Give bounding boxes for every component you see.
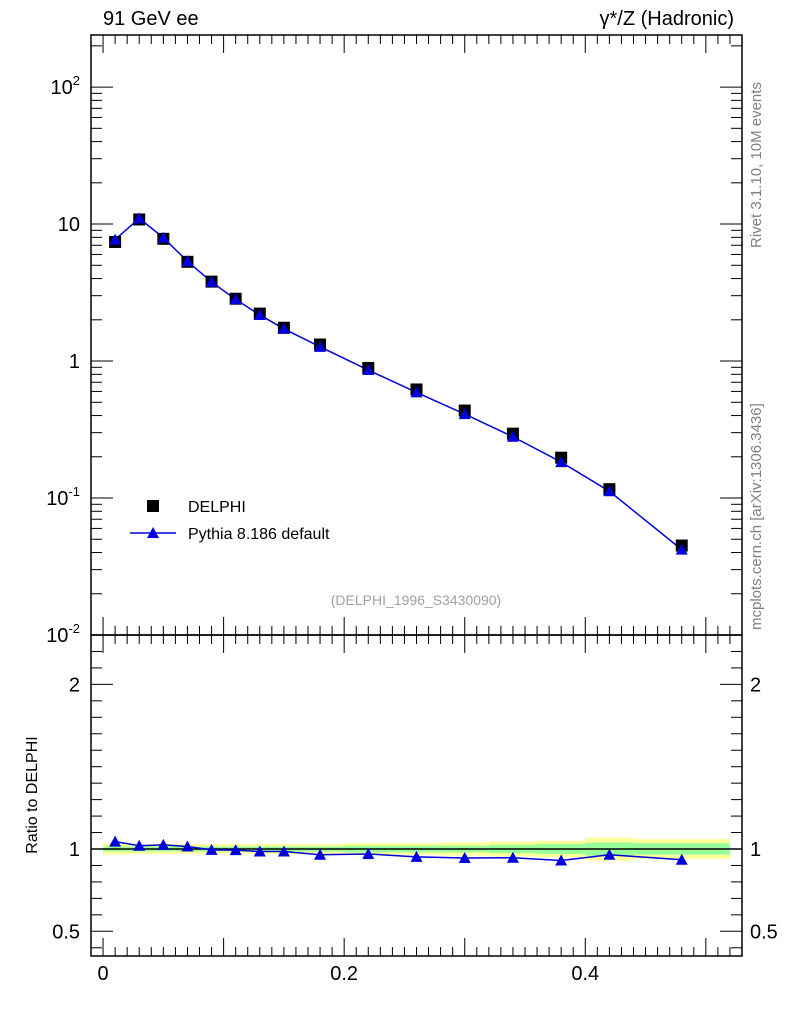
pythia-point xyxy=(506,430,519,442)
pythia-point xyxy=(181,255,194,267)
ratio-y-tick-label-right: 0.5 xyxy=(750,921,778,943)
y-tick-label: 1 xyxy=(69,351,80,373)
ratio-point xyxy=(458,852,471,864)
ratio-panel-series xyxy=(109,835,688,866)
ratio-point xyxy=(410,850,423,862)
pythia-point xyxy=(410,386,423,398)
energy-label: 91 GeV ee xyxy=(103,8,199,30)
analysis-label: (DELPHI_1996_S3430090) xyxy=(331,592,501,608)
ratio-y-tick-label: 0.5 xyxy=(52,921,80,943)
ratio-point xyxy=(555,854,568,866)
legend-marker-pythia xyxy=(147,527,159,538)
pythia-point xyxy=(133,212,146,224)
ratio-panel-frame xyxy=(90,634,743,957)
pythia-line xyxy=(114,217,683,551)
x-tick-label: 0.2 xyxy=(330,963,358,985)
ratio-point xyxy=(253,845,266,857)
pythia-point xyxy=(675,543,688,555)
ratio-y-tick-label: 1 xyxy=(69,839,80,861)
ratio-y-tick-label-right: 2 xyxy=(750,674,761,696)
ratio-point xyxy=(181,840,194,852)
ratio-point xyxy=(157,838,170,850)
ratio-point xyxy=(603,848,616,860)
ratio-y-tick-label-right: 1 xyxy=(750,839,761,861)
ratio-line xyxy=(114,840,682,862)
pythia-point xyxy=(314,340,327,352)
main-panel-series xyxy=(109,212,688,555)
ratio-point xyxy=(205,843,218,855)
y-tick-label: 10 xyxy=(58,214,80,236)
ratio-y-tick-label: 2 xyxy=(69,674,80,696)
x-tick-label: 0 xyxy=(97,963,108,985)
ratio-point xyxy=(133,839,146,851)
main-panel-frame xyxy=(90,34,743,636)
x-tick-label: 0.4 xyxy=(571,963,599,985)
pythia-point xyxy=(229,293,242,305)
ratio-point xyxy=(675,853,688,865)
ratio-panel-ticks: 0 0.2 0.4 0.5 0.5 1 1 2 2 xyxy=(52,635,778,985)
ratio-point xyxy=(314,848,327,860)
ratio-point xyxy=(277,845,290,857)
main-panel-ticks: 10-2 10-1 1 10 102 xyxy=(46,35,742,647)
legend: DELPHI Pythia 8.186 default xyxy=(130,499,330,543)
y-tick-label: 102 xyxy=(51,73,80,99)
pythia-point xyxy=(555,456,568,468)
pythia-point xyxy=(603,485,616,497)
pythia-point xyxy=(253,308,266,320)
ratio-point xyxy=(362,847,375,859)
ratio-y-axis-label: Ratio to DELPHI xyxy=(24,736,41,853)
legend-marker-delphi xyxy=(147,500,159,512)
pythia-point xyxy=(205,275,218,287)
legend-label-delphi: DELPHI xyxy=(188,499,246,516)
pythia-point xyxy=(277,322,290,334)
process-label: γ*/Z (Hadronic) xyxy=(599,8,734,30)
y-tick-label: 10-1 xyxy=(46,484,80,510)
y-tick-label: 10-2 xyxy=(46,621,80,647)
pythia-point xyxy=(458,408,471,420)
ratio-point xyxy=(229,844,242,856)
pythia-point xyxy=(109,233,122,245)
ratio-point xyxy=(506,851,519,863)
pythia-point xyxy=(362,364,375,376)
ratio-point xyxy=(109,835,122,847)
pythia-point xyxy=(157,231,170,243)
legend-label-pythia: Pythia 8.186 default xyxy=(188,526,330,543)
